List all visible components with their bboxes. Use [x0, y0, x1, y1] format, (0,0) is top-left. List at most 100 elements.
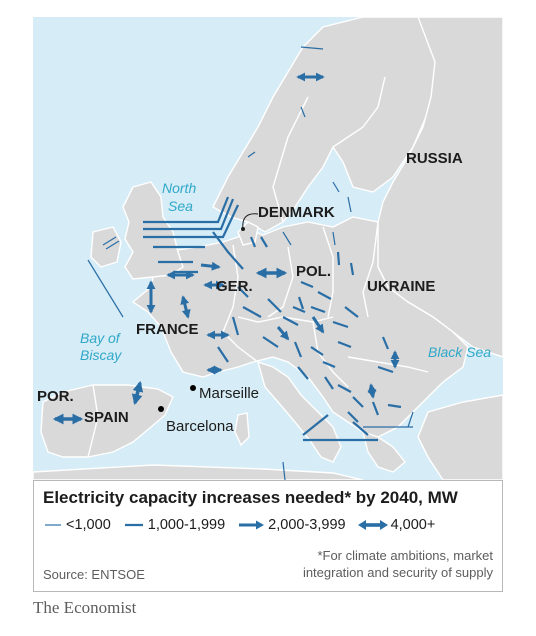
barcelona-dot [158, 406, 164, 412]
link-baltic-1 [332, 231, 336, 246]
link-uk-denmark [143, 204, 239, 239]
link-benelux-germany [200, 261, 221, 271]
link-ireland-france [87, 259, 124, 318]
link-austria-italy [262, 336, 279, 348]
greece-landmass [362, 430, 406, 473]
link-balkans-3 [347, 411, 359, 423]
link-austria-slovenia [276, 326, 290, 341]
legend-item-2000-3999: 2,000-3,999 [237, 517, 346, 533]
link-greece-italy-2 [407, 411, 414, 428]
link-denmark-sweden-2 [260, 236, 268, 248]
legend-title: Electricity capacity increases needed* b… [43, 488, 458, 507]
land-masses [33, 17, 503, 480]
link-poland-slovakia [310, 305, 326, 314]
label-russia: RUSSIA [406, 150, 463, 167]
link-central-3 [297, 296, 305, 310]
link-serbia-romania [322, 360, 336, 369]
denmark-leader-dot [241, 227, 245, 231]
link-germany-czech [237, 286, 249, 298]
link-ukraine-poland [349, 262, 355, 276]
link-ireland-uk-2 [105, 240, 120, 250]
label-france: FRANCE [136, 321, 199, 338]
link-hungary-romania [337, 340, 352, 349]
link-switz-italy [231, 316, 240, 336]
legend-line-thin-icon [45, 524, 61, 526]
europe-map [33, 17, 503, 480]
north-africa-landmass [33, 464, 364, 480]
link-sweden-finland-2 [300, 106, 306, 118]
link-norway-sweden-1 [300, 46, 324, 50]
link-romania-moldova [381, 336, 390, 350]
link-germany-austria [242, 306, 262, 318]
label-barcelona: Barcelona [166, 418, 234, 435]
link-sweden-baltic [332, 181, 340, 193]
ireland-landmass [90, 226, 122, 268]
denmark-leader-line [242, 213, 259, 230]
interconnector-links [52, 46, 414, 480]
link-sweden-poland [282, 231, 292, 246]
link-uk-norway-2 [143, 198, 235, 231]
legend-box: Electricity capacity increases needed* b… [33, 480, 503, 592]
great-britain-landmass [122, 181, 184, 280]
link-france-spain-2 [131, 380, 144, 406]
link-central-2 [317, 291, 332, 300]
label-north-sea-line1: North [162, 180, 197, 196]
legend-line-medium-icon [124, 523, 143, 527]
source-note: Source: ENTSOE [43, 567, 145, 582]
legend-double-arrow-icon [357, 520, 388, 530]
link-ukraine-hungary [332, 320, 349, 329]
link-sweden-denmark-1 [249, 236, 257, 248]
link-slovenia-croatia [293, 341, 303, 358]
link-greece-bulgaria [371, 401, 380, 416]
label-north-sea-line2: Sea [168, 198, 193, 214]
link-croatia-serbia [310, 346, 324, 356]
legend-label-1000-1999: 1,000-1,999 [147, 517, 226, 533]
label-spain: SPAIN [84, 409, 129, 426]
label-black-sea: Black Sea [428, 344, 492, 360]
link-italy-montenegro [302, 414, 329, 436]
link-balkans-4 [352, 421, 369, 436]
link-romania-bulgaria [377, 365, 394, 374]
footnote-line2: integration and security of supply [302, 565, 493, 580]
link-norway-sweden-2 [247, 151, 256, 158]
central-europe-landmass [131, 216, 469, 438]
label-denmark: DENMARK [258, 204, 335, 221]
link-italy-tunisia [282, 461, 286, 480]
link-czech-austria [282, 316, 299, 326]
link-poland-czech [267, 298, 282, 313]
label-bay-of-biscay-line2: Biscay [80, 347, 122, 363]
label-germany: GER. [216, 278, 253, 295]
link-greece-turkey-2 [367, 383, 377, 399]
link-central-1 [300, 280, 314, 289]
link-balkans-2 [352, 396, 364, 408]
link-ireland-uk [102, 236, 117, 246]
legend-arrow-icon [239, 520, 265, 530]
link-belarus-poland [344, 306, 359, 318]
link-bosnia-montenegro [297, 366, 309, 380]
legend-item-4000-plus: 4,000+ [357, 517, 436, 533]
legend-item-1000-1999: 1,000-1,999 [123, 517, 225, 533]
link-greece-turkey [387, 403, 402, 409]
link-lithuania-poland [336, 251, 341, 266]
anatolia-landmass [417, 394, 503, 480]
link-uk-norway-1 [143, 196, 230, 224]
link-slovakia-hungary [311, 316, 325, 334]
link-france-switz [180, 295, 191, 319]
link-serbia-bulgaria [337, 384, 352, 393]
italy-landmass [256, 360, 342, 463]
corsica-sardinia [234, 412, 250, 447]
label-ukraine: UKRAINE [367, 278, 436, 295]
label-bay-of-biscay-line1: Bay of [80, 330, 120, 346]
legend-items: <1,000 1,000-1,999 2,000-3,999 4,000+ [43, 517, 447, 533]
link-norway-germany [212, 231, 244, 270]
link-balkans-1 [324, 376, 334, 390]
label-poland: POL. [296, 263, 332, 280]
legend-item-lt-1000: <1,000 [43, 517, 111, 533]
link-czech-slovakia [292, 305, 306, 314]
marseille-dot [190, 385, 196, 391]
link-finland-estonia [347, 196, 352, 213]
economist-brand: The Economist [33, 598, 137, 617]
legend-label-4000-plus: 4,000+ [390, 517, 436, 533]
legend-label-lt-1000: <1,000 [66, 517, 111, 533]
footnote-line1: *For climate ambitions, market [317, 548, 493, 563]
